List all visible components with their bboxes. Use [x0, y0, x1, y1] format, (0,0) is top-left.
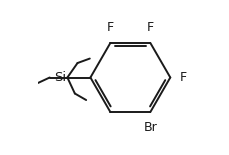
Text: Si: Si	[54, 71, 66, 84]
Text: F: F	[106, 21, 113, 34]
Text: Br: Br	[143, 121, 157, 134]
Text: F: F	[146, 21, 153, 34]
Text: F: F	[179, 71, 186, 84]
